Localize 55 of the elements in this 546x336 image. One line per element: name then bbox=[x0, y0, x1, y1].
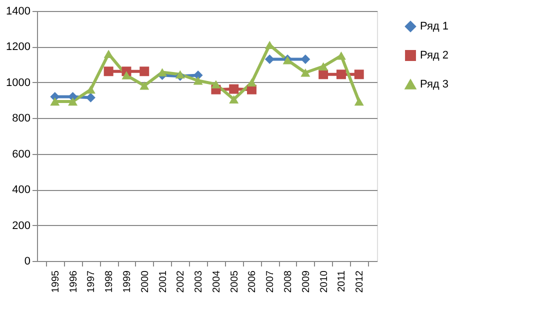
y-tick-label: 800 bbox=[12, 112, 30, 125]
x-tick-label: 2001 bbox=[158, 270, 169, 293]
point bbox=[193, 76, 203, 85]
point bbox=[104, 50, 114, 58]
point bbox=[86, 85, 96, 94]
x-tick-label: 2000 bbox=[140, 270, 151, 293]
legend-label: Ряд 2 bbox=[420, 50, 449, 62]
point bbox=[354, 70, 364, 80]
x-tick-label: 2012 bbox=[354, 270, 366, 293]
y-tick-label: 0 bbox=[24, 256, 30, 268]
point bbox=[264, 54, 274, 64]
point bbox=[86, 92, 96, 102]
point bbox=[229, 84, 239, 94]
x-tick-label: 2007 bbox=[265, 270, 276, 293]
y-tick-label: 1000 bbox=[6, 76, 30, 89]
x-tick-label: 2004 bbox=[211, 270, 222, 293]
point bbox=[104, 66, 114, 76]
x-tick-label: 2003 bbox=[194, 270, 205, 293]
point bbox=[229, 95, 239, 104]
point bbox=[354, 97, 364, 106]
x-tick-label: 1999 bbox=[122, 270, 133, 293]
point bbox=[50, 97, 60, 106]
point bbox=[318, 70, 328, 80]
point bbox=[122, 71, 132, 80]
point bbox=[140, 66, 150, 76]
point bbox=[300, 54, 310, 64]
point bbox=[68, 97, 78, 106]
point bbox=[336, 70, 346, 80]
point bbox=[211, 80, 221, 88]
x-tick-label: 2006 bbox=[247, 270, 258, 293]
y-tick-label: 400 bbox=[12, 184, 30, 196]
point bbox=[193, 70, 203, 80]
y-tick-label: 1200 bbox=[6, 41, 30, 54]
point bbox=[318, 62, 328, 70]
legend-label: Ряд 1 bbox=[420, 20, 449, 32]
x-tick-label: 2010 bbox=[318, 270, 330, 293]
y-tick-label: 600 bbox=[12, 148, 30, 160]
point bbox=[336, 52, 346, 60]
point bbox=[300, 68, 310, 77]
point bbox=[140, 82, 150, 90]
x-tick-label: 1997 bbox=[86, 270, 98, 293]
legend-label: Ряд 3 bbox=[420, 78, 449, 90]
x-tick-label: 2011 bbox=[336, 270, 348, 292]
x-tick-label: 2008 bbox=[283, 270, 294, 293]
x-tick-label: 2005 bbox=[229, 270, 240, 293]
point bbox=[175, 70, 185, 78]
point bbox=[246, 78, 256, 87]
y-tick-label: 200 bbox=[12, 220, 30, 232]
x-tick-label: 1998 bbox=[104, 270, 116, 293]
x-tick-label: 1996 bbox=[68, 270, 80, 293]
x-tick-label: 1995 bbox=[50, 270, 62, 293]
point bbox=[158, 68, 168, 76]
y-tick-label: 1400 bbox=[6, 6, 30, 18]
x-tick-label: 2002 bbox=[176, 270, 187, 293]
x-tick-label: 2009 bbox=[300, 270, 312, 293]
